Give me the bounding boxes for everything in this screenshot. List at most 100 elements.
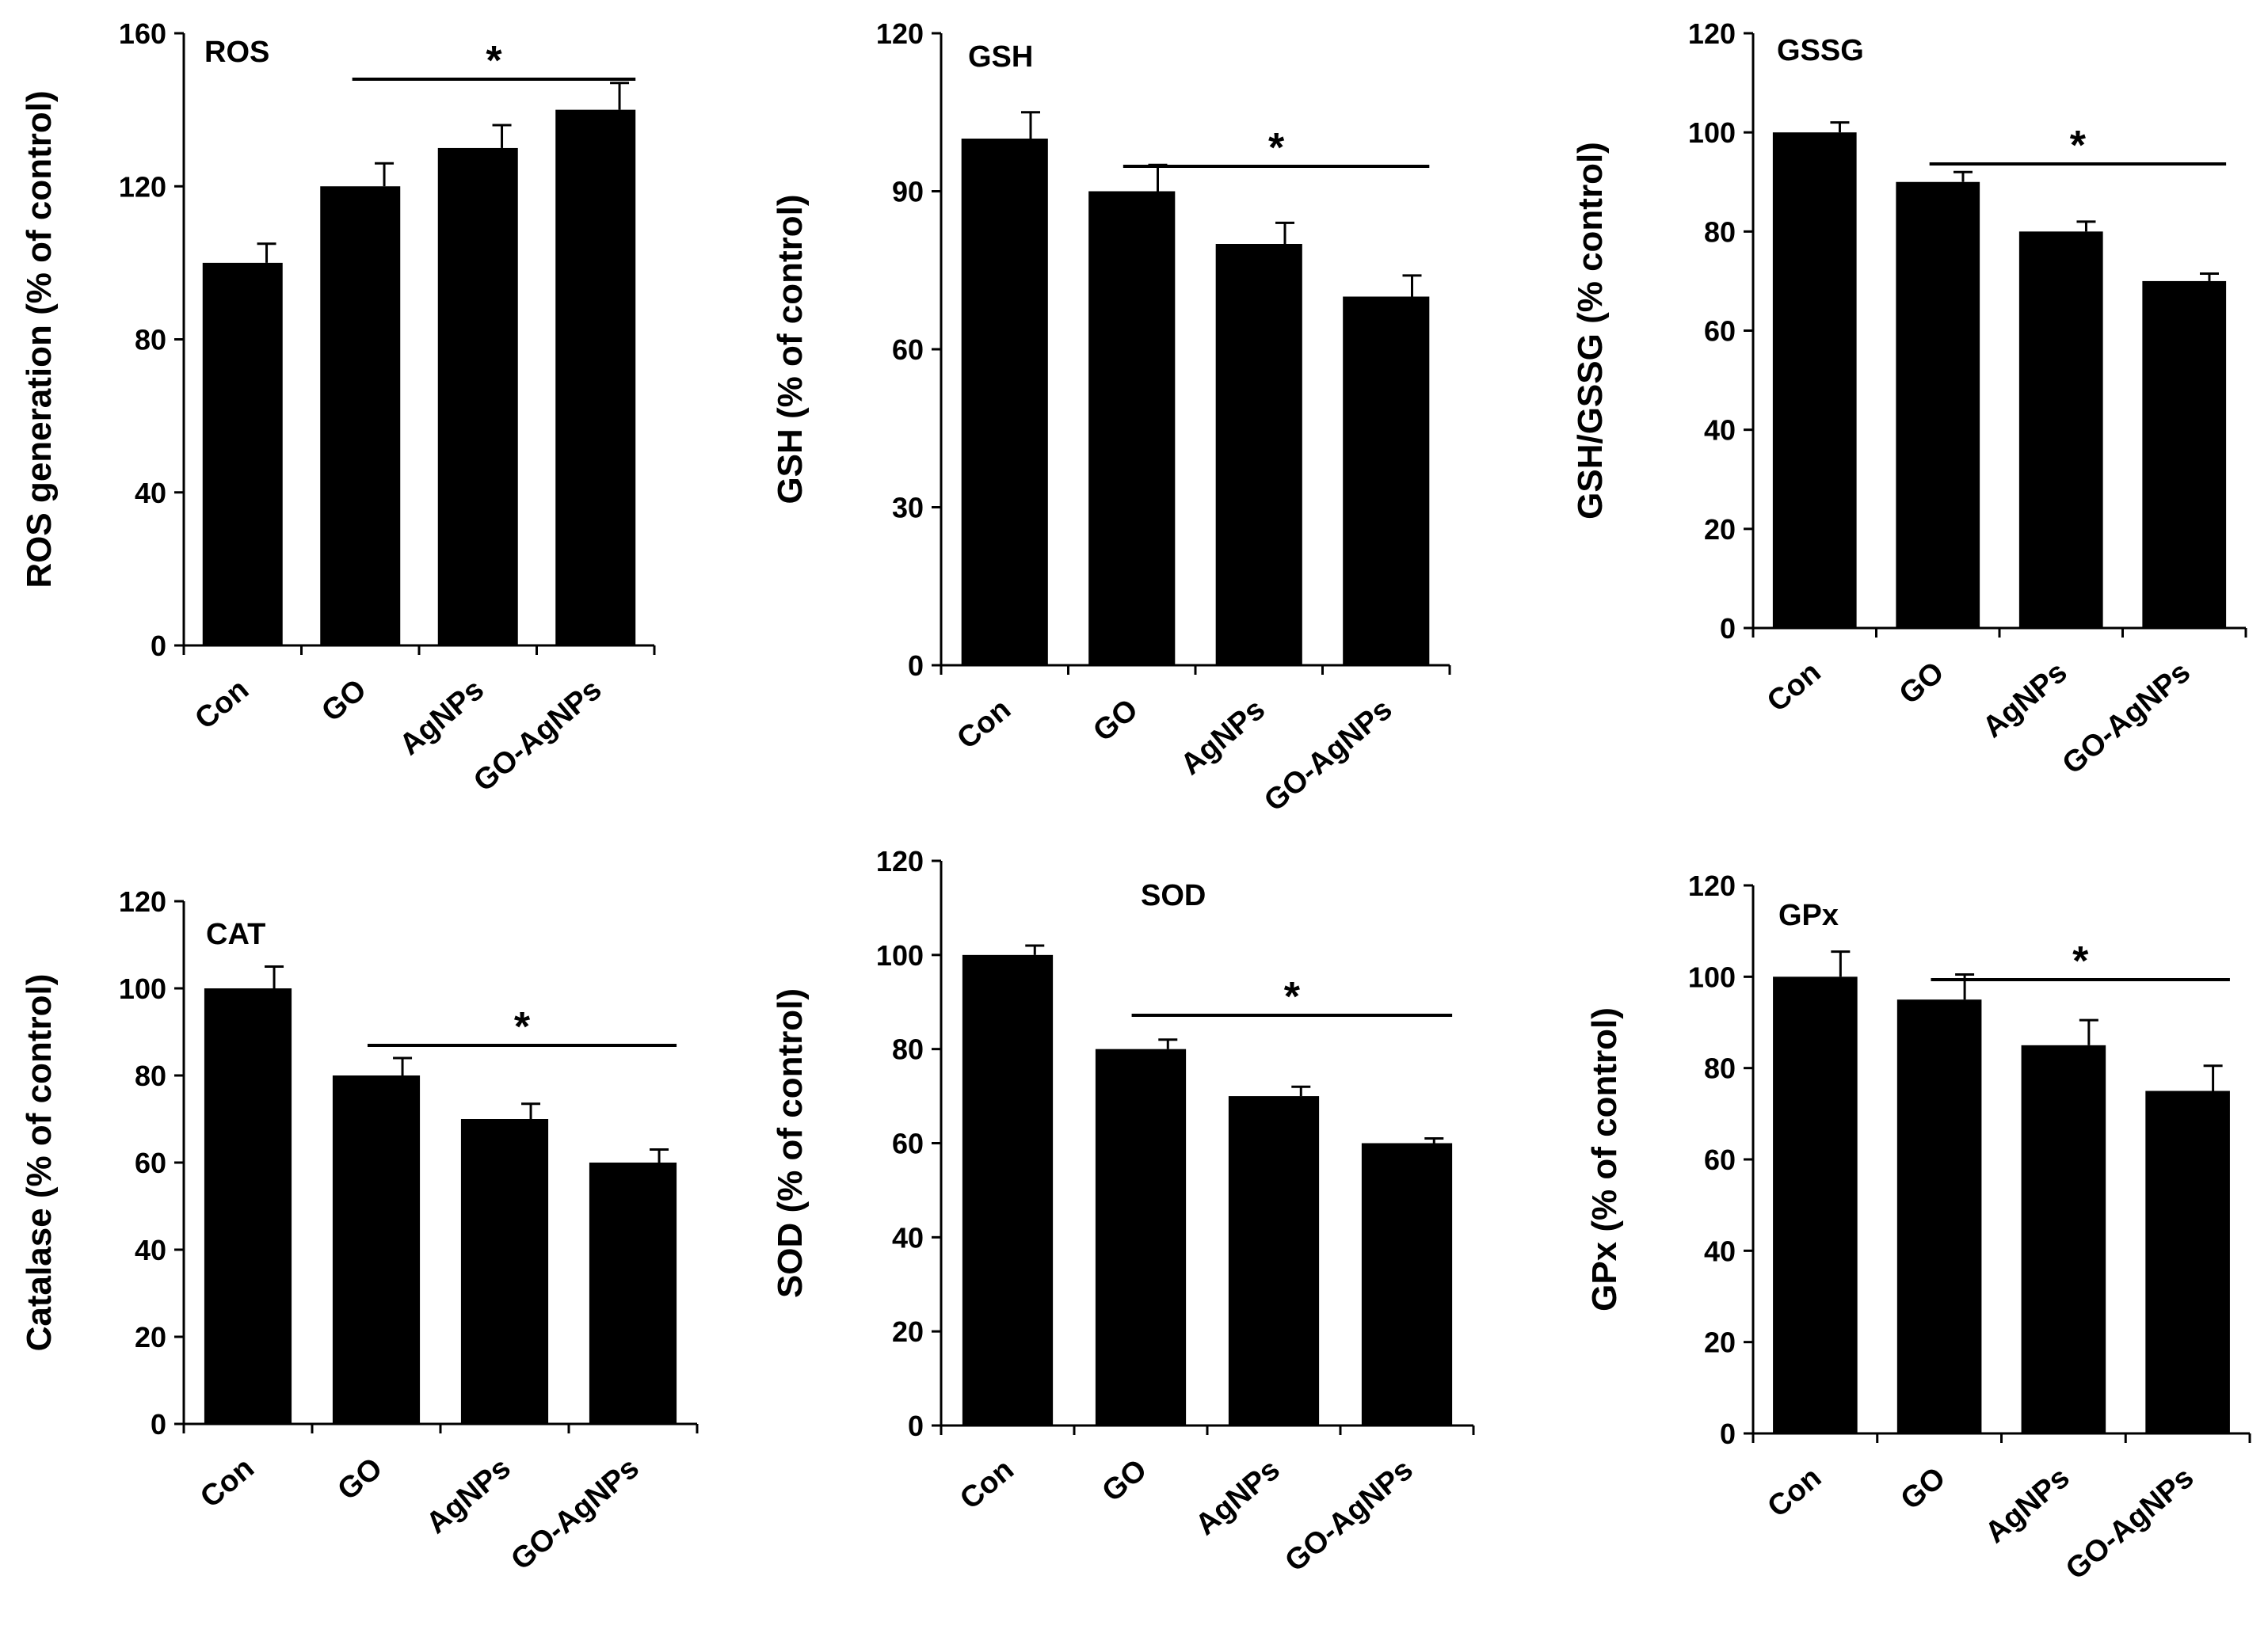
- bar-go-agnps: [2145, 1091, 2230, 1433]
- y-tick-label: 20: [892, 1315, 924, 1348]
- y-tick-label: 40: [892, 1221, 924, 1254]
- y-tick-label: 60: [892, 333, 924, 366]
- y-axis-title: GSH/GSSG (% control): [1571, 142, 1610, 520]
- y-tick-label: 120: [876, 845, 924, 877]
- bar-go: [1896, 999, 1982, 1433]
- y-tick-label: 40: [135, 1234, 166, 1266]
- y-axis-title: Catalase (% of control): [20, 974, 59, 1352]
- x-tick-label: AgNPs: [1979, 1461, 2076, 1550]
- y-tick-label: 0: [908, 649, 924, 682]
- bar-agnps: [2021, 1045, 2106, 1433]
- y-axis-title: GPx (% of control): [1585, 1007, 1624, 1311]
- bar-agnps: [1215, 244, 1302, 665]
- y-tick-label: 120: [876, 17, 924, 50]
- bar-con: [961, 139, 1048, 665]
- bar-go: [320, 186, 401, 645]
- y-tick-label: 80: [135, 1060, 166, 1092]
- bar-go-agnps: [1343, 296, 1430, 665]
- bar-go: [332, 1075, 421, 1424]
- y-axis-title: ROS generation (% of control): [20, 90, 59, 588]
- x-tick-label: GO: [1895, 1461, 1952, 1517]
- y-tick-label: 120: [1688, 870, 1736, 902]
- x-tick-label: AgNPs: [1175, 693, 1271, 782]
- bar-con: [202, 262, 283, 645]
- bar-agnps: [460, 1119, 549, 1424]
- bar-con: [1773, 976, 1858, 1433]
- y-tick-label: 100: [119, 973, 166, 1005]
- significance-star: *: [2072, 938, 2089, 984]
- y-tick-label: 80: [135, 324, 166, 356]
- y-tick-label: 0: [151, 630, 166, 662]
- panel-title: CAT: [206, 918, 265, 951]
- x-tick-label: GO-AgNPs: [2060, 1461, 2200, 1586]
- x-tick-label: Con: [1761, 656, 1828, 719]
- x-tick-label: GO: [1087, 693, 1144, 748]
- x-tick-label: Con: [194, 1452, 261, 1515]
- y-tick-label: 160: [119, 17, 166, 50]
- y-tick-label: 80: [1704, 215, 1736, 248]
- x-tick-label: GO: [1096, 1453, 1153, 1509]
- bar-con: [204, 988, 292, 1424]
- x-tick-label: Con: [951, 693, 1017, 756]
- significance-star: *: [1284, 974, 1301, 1020]
- y-tick-label: 30: [892, 492, 924, 524]
- y-tick-label: 120: [119, 170, 166, 203]
- y-tick-label: 0: [1720, 1418, 1736, 1450]
- bar-go-agnps: [1361, 1143, 1453, 1426]
- y-tick-label: 60: [135, 1147, 166, 1179]
- bar-go: [1896, 181, 1980, 628]
- x-tick-label: AgNPs: [1976, 656, 2073, 744]
- x-tick-label: Con: [1762, 1461, 1828, 1525]
- y-tick-label: 40: [135, 477, 166, 509]
- y-tick-label: 120: [1688, 17, 1736, 50]
- bar-con: [1772, 132, 1857, 628]
- x-tick-label: GO: [315, 673, 372, 729]
- panel-title: GPx: [1778, 899, 1839, 932]
- y-tick-label: 90: [892, 176, 924, 208]
- bar-con: [962, 954, 1054, 1426]
- x-tick-label: Con: [189, 673, 255, 737]
- panel-title: GSH: [968, 40, 1033, 74]
- y-tick-label: 60: [892, 1128, 924, 1160]
- significance-star: *: [486, 38, 502, 84]
- y-tick-label: 80: [892, 1033, 924, 1066]
- bar-agnps: [1228, 1096, 1320, 1426]
- x-tick-label: GO-AgNPs: [1279, 1453, 1419, 1578]
- x-tick-label: GO: [1893, 656, 1950, 711]
- x-tick-label: Con: [954, 1453, 1020, 1517]
- bar-agnps: [2018, 231, 2103, 628]
- y-tick-label: 0: [1720, 612, 1736, 645]
- y-axis-title: GSH (% of control): [771, 194, 810, 504]
- x-tick-label: GO-AgNPs: [1258, 693, 1398, 818]
- significance-star: *: [1268, 125, 1285, 171]
- panel-title: SOD: [1141, 879, 1206, 912]
- y-tick-label: 20: [1704, 1327, 1736, 1359]
- panel-title: GSSG: [1777, 34, 1864, 67]
- y-tick-label: 0: [908, 1410, 924, 1442]
- x-tick-label: AgNPs: [1189, 1453, 1286, 1542]
- y-tick-label: 100: [1688, 961, 1736, 993]
- x-tick-label: GO-AgNPs: [2056, 656, 2197, 781]
- x-tick-label: AgNPs: [394, 673, 490, 762]
- significance-star: *: [514, 1004, 531, 1050]
- y-tick-label: 0: [151, 1408, 166, 1441]
- panel-title: ROS: [204, 36, 269, 69]
- bar-agnps: [437, 147, 518, 645]
- y-tick-label: 100: [1688, 116, 1736, 149]
- y-tick-label: 40: [1704, 414, 1736, 447]
- significance-star: *: [2070, 123, 2087, 169]
- y-tick-label: 60: [1704, 315, 1736, 348]
- bar-go-agnps: [2142, 280, 2227, 628]
- y-tick-label: 40: [1704, 1235, 1736, 1267]
- x-tick-label: GO: [331, 1452, 388, 1507]
- x-tick-label: GO-AgNPs: [505, 1452, 645, 1577]
- y-tick-label: 100: [876, 939, 924, 972]
- y-tick-label: 60: [1704, 1144, 1736, 1176]
